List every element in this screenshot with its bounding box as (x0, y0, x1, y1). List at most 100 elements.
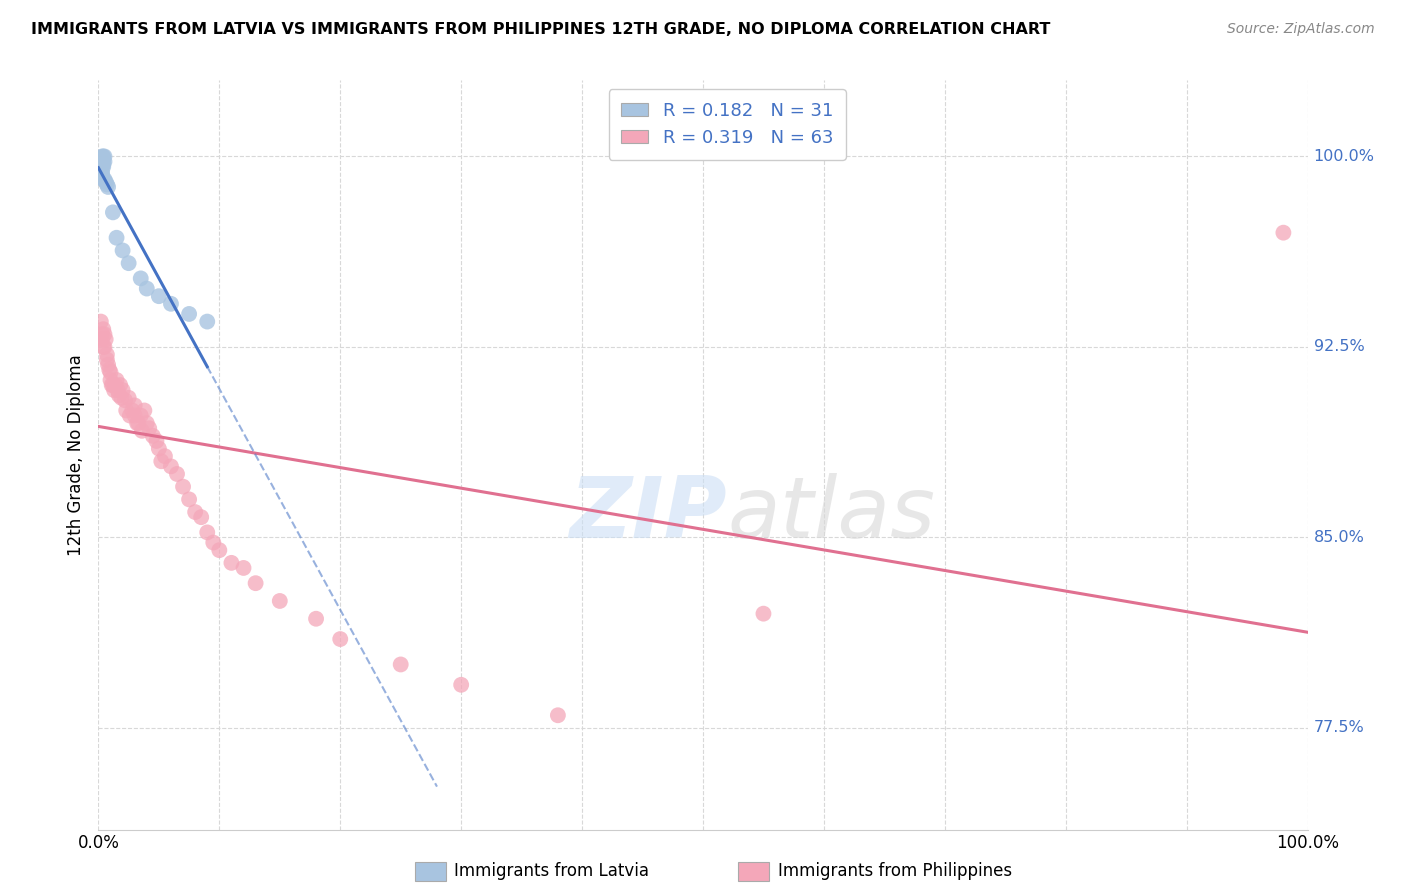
Point (96, 352, 118, 367)
Point (202, 535, 225, 549)
Point (91, 332, 114, 346)
Point (91, 152, 114, 166)
Point (100, 373, 122, 387)
Text: Source: ZipAtlas.com: Source: ZipAtlas.com (1227, 22, 1375, 37)
Text: 77.5%: 77.5% (1313, 721, 1364, 736)
Point (150, 454, 173, 468)
Point (104, 378, 127, 392)
Point (108, 388, 131, 402)
Point (179, 492, 201, 507)
Point (195, 315, 218, 329)
Point (93, 172, 115, 186)
Point (118, 409, 141, 423)
Text: ZIP: ZIP (569, 474, 727, 557)
Point (108, 378, 131, 392)
Point (91, 322, 114, 336)
Point (131, 424, 153, 438)
Legend: R = 0.182   N = 31, R = 0.319   N = 63: R = 0.182 N = 31, R = 0.319 N = 63 (609, 89, 846, 160)
Point (91, 340, 114, 354)
Point (145, 434, 167, 448)
Point (91, 152, 114, 166)
Point (148, 289, 170, 303)
Point (245, 576, 267, 591)
Point (1272, 226, 1295, 240)
Point (107, 383, 129, 397)
Point (94, 332, 117, 346)
Point (114, 393, 136, 408)
Point (232, 561, 254, 575)
Point (127, 416, 149, 430)
Point (91, 149, 114, 163)
Point (450, 678, 472, 692)
Point (91, 327, 114, 342)
Point (127, 416, 149, 430)
Point (91, 165, 114, 179)
Point (118, 391, 141, 405)
Point (118, 256, 141, 270)
Point (93, 340, 115, 354)
Point (96, 348, 118, 362)
Point (153, 449, 176, 463)
Point (124, 398, 146, 412)
Point (305, 612, 328, 626)
Point (329, 632, 352, 646)
Point (90, 157, 112, 171)
Point (93, 154, 115, 169)
Point (134, 403, 156, 417)
Point (111, 244, 134, 258)
Text: IMMIGRANTS FROM LATVIA VS IMMIGRANTS FROM PHILIPPINES 12TH GRADE, NO DIPLOMA COR: IMMIGRANTS FROM LATVIA VS IMMIGRANTS FRO… (31, 22, 1050, 37)
Point (190, 510, 212, 524)
Point (91, 172, 114, 186)
Point (105, 373, 128, 387)
Point (115, 403, 138, 417)
Point (124, 409, 146, 423)
Point (221, 556, 243, 570)
Point (166, 467, 188, 481)
Point (91, 154, 114, 169)
Point (110, 391, 132, 405)
Point (160, 297, 183, 311)
Point (100, 378, 122, 392)
Point (91, 167, 114, 181)
Point (101, 378, 124, 392)
Point (269, 594, 291, 608)
Point (94, 175, 117, 189)
Text: Immigrants from Latvia: Immigrants from Latvia (454, 863, 650, 880)
Point (195, 525, 218, 540)
Point (160, 459, 183, 474)
Point (90, 162, 112, 177)
Text: 100.0%: 100.0% (1313, 149, 1375, 164)
Point (184, 505, 207, 519)
Point (91, 149, 114, 163)
Text: 85.0%: 85.0% (1313, 530, 1364, 545)
Point (105, 231, 128, 245)
Point (138, 421, 160, 435)
Point (547, 708, 569, 723)
Point (96, 178, 118, 192)
Point (91, 157, 114, 171)
Point (91, 169, 114, 184)
Point (148, 442, 170, 456)
Point (103, 383, 125, 397)
Text: Immigrants from Philippines: Immigrants from Philippines (778, 863, 1012, 880)
Point (172, 480, 194, 494)
Text: 92.5%: 92.5% (1313, 340, 1364, 354)
Point (90, 315, 112, 329)
Point (389, 657, 412, 672)
Point (135, 281, 157, 295)
Point (129, 409, 152, 423)
Point (97, 180, 120, 194)
Point (179, 307, 201, 321)
Point (97, 358, 120, 372)
Point (135, 416, 157, 430)
Text: atlas: atlas (727, 474, 935, 557)
Point (90, 167, 112, 181)
Y-axis label: 12th Grade, No Diploma: 12th Grade, No Diploma (66, 354, 84, 556)
Point (100, 365, 122, 379)
Point (129, 271, 152, 285)
Point (208, 543, 231, 558)
Point (93, 327, 115, 342)
Point (121, 403, 143, 417)
Point (91, 160, 114, 174)
Point (91, 160, 114, 174)
